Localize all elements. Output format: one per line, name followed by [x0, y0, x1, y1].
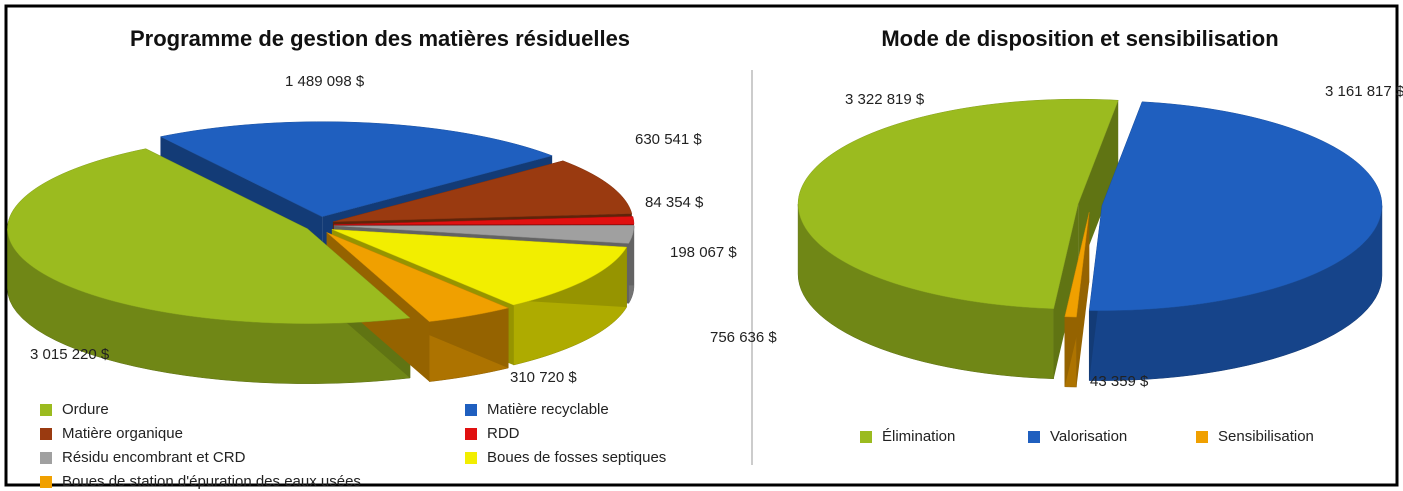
legend-label: Matière recyclable	[487, 401, 609, 418]
slice	[332, 160, 633, 223]
chart-title: Programme de gestion des matières résidu…	[130, 26, 630, 51]
legend-swatch	[1196, 431, 1208, 443]
legend-swatch	[40, 404, 52, 416]
slice	[797, 98, 1119, 310]
legend-swatch	[40, 428, 52, 440]
slice-cut	[1053, 204, 1079, 379]
legend-swatch	[40, 476, 52, 488]
slice	[1088, 101, 1383, 311]
data-label: 3 015 220 $	[30, 346, 110, 363]
slice	[159, 121, 553, 217]
legend-label: Sensibilisation	[1218, 428, 1314, 445]
slice	[7, 148, 411, 324]
legend-swatch	[860, 431, 872, 443]
legend-label: Résidu encombrant et CRD	[62, 449, 246, 466]
data-label: 43 359 $	[1090, 373, 1149, 390]
legend-swatch	[465, 452, 477, 464]
slice	[331, 229, 628, 306]
slice	[1064, 212, 1090, 318]
data-label: 756 636 $	[710, 329, 777, 346]
chart-title: Mode de disposition et sensibilisation	[881, 26, 1278, 51]
frame	[4, 4, 1399, 487]
data-label: 198 067 $	[670, 244, 737, 261]
legend-label: RDD	[487, 425, 520, 442]
data-label: 84 354 $	[645, 194, 704, 211]
legend-label: Boues de station d'épuration des eaux us…	[62, 473, 361, 490]
slice	[333, 216, 635, 225]
data-label: 1 489 098 $	[285, 73, 365, 90]
legend-label: Ordure	[62, 401, 109, 418]
legend-swatch	[465, 428, 477, 440]
slice	[333, 225, 635, 244]
data-label: 3 322 819 $	[845, 91, 925, 108]
legend-swatch	[1028, 431, 1040, 443]
data-label: 630 541 $	[635, 131, 702, 148]
legend-swatch	[40, 452, 52, 464]
legend-label: Élimination	[882, 428, 955, 445]
data-label: 310 720 $	[510, 369, 577, 386]
legend-swatch	[465, 404, 477, 416]
slice	[326, 232, 510, 322]
data-label: 3 161 817 $	[1325, 83, 1403, 100]
legend-label: Valorisation	[1050, 428, 1127, 445]
legend-label: Matière organique	[62, 425, 183, 442]
legend-label: Boues de fosses septiques	[487, 449, 666, 466]
